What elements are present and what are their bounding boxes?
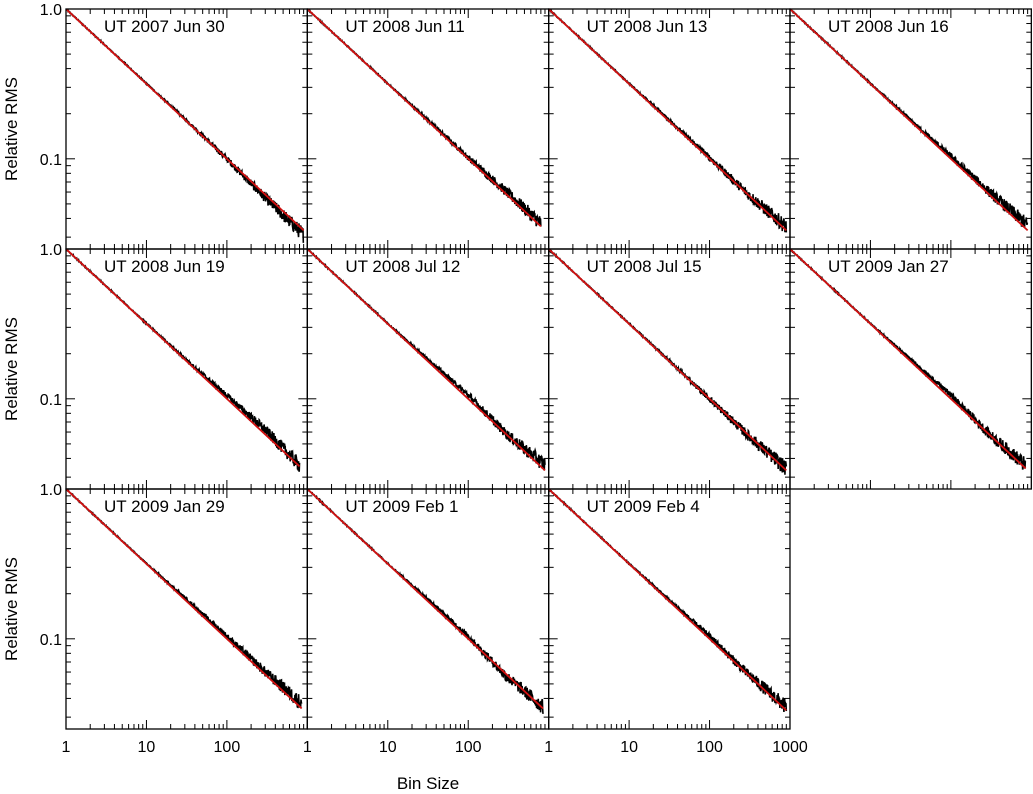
panel-frame xyxy=(548,8,791,250)
panel: UT 2009 Jan 27 xyxy=(789,248,1032,490)
panel: UT 2007 Jun 30 xyxy=(65,8,308,250)
panel-frame xyxy=(789,248,1032,490)
y-tick-label: 0.1 xyxy=(40,152,62,169)
panel: UT 2009 Feb 4 xyxy=(548,488,791,730)
y-axis-title: Relative RMS xyxy=(2,557,21,661)
x-tick-label: 1 xyxy=(544,739,553,756)
expected-white-noise-line xyxy=(66,9,305,232)
panel-grid: UT 2007 Jun 30 0.1 1.0 Relative RMS UT 2008 … xyxy=(2,2,1032,756)
panel-title: UT 2009 Feb 1 xyxy=(345,497,458,516)
panel-title: UT 2008 Jun 11 xyxy=(345,17,464,36)
panel: UT 2009 Feb 1 xyxy=(306,488,550,730)
expected-white-noise-line xyxy=(66,489,303,710)
x-tick-label: 10 xyxy=(620,739,638,756)
panel-title: UT 2008 Jun 19 xyxy=(104,257,225,276)
panel-title: UT 2008 Jun 13 xyxy=(587,17,708,36)
x-axis-title: Bin Size xyxy=(397,774,459,793)
panel-title: UT 2009 Jan 29 xyxy=(104,497,225,516)
panel-frame xyxy=(65,248,308,490)
expected-white-noise-line xyxy=(548,489,787,712)
x-tick-label: 10 xyxy=(379,739,397,756)
panel-frame xyxy=(548,248,791,490)
y-tick-label: 0.1 xyxy=(40,392,62,409)
expected-white-noise-line xyxy=(789,249,1027,470)
panel-frame xyxy=(65,8,308,250)
panel-title: UT 2008 Jul 12 xyxy=(345,257,460,276)
x-tick-label: 1 xyxy=(303,739,312,756)
panel-frame xyxy=(306,8,550,250)
y-tick-label: 1.0 xyxy=(40,242,62,259)
expected-white-noise-line xyxy=(548,249,787,472)
panel-frame xyxy=(548,488,791,730)
panel: UT 2008 Jun 16 xyxy=(789,8,1032,250)
panel-frame xyxy=(306,488,550,730)
y-tick-label: 0.1 xyxy=(40,632,62,649)
y-tick-label: 1.0 xyxy=(40,482,62,499)
panel-title: UT 2008 Jul 15 xyxy=(587,257,702,276)
expected-white-noise-line xyxy=(307,489,544,710)
expected-white-noise-line xyxy=(66,249,301,468)
panel-title: UT 2009 Feb 4 xyxy=(587,497,700,516)
measured-rms-line xyxy=(66,9,305,244)
x-tick-label: 100 xyxy=(455,739,482,756)
panel: UT 2008 Jul 12 xyxy=(306,248,550,490)
panel-frame xyxy=(306,248,550,490)
y-tick-label: 1.0 xyxy=(40,2,62,19)
expected-white-noise-line xyxy=(307,249,546,472)
expected-white-noise-line xyxy=(307,9,542,228)
panel: UT 2009 Jan 29 xyxy=(65,488,308,730)
y-axis-title: Relative RMS xyxy=(2,317,21,421)
x-tick-label: 100 xyxy=(696,739,723,756)
panel: UT 2008 Jun 19 xyxy=(65,248,308,490)
panel-title: UT 2009 Jan 27 xyxy=(828,257,949,276)
expected-white-noise-line xyxy=(548,9,787,232)
x-tick-label: 1000 xyxy=(772,739,808,756)
panel-title: UT 2007 Jun 30 xyxy=(104,17,225,36)
y-axis-title: Relative RMS xyxy=(2,77,21,181)
x-tick-label: 10 xyxy=(138,739,156,756)
panel: UT 2008 Jun 13 xyxy=(548,8,791,250)
panel-frame xyxy=(789,8,1032,250)
panel-frame xyxy=(65,488,308,730)
panel: UT 2008 Jul 15 xyxy=(548,248,791,490)
x-tick-label: 1 xyxy=(62,739,71,756)
x-tick-label: 100 xyxy=(214,739,241,756)
expected-white-noise-line xyxy=(789,9,1029,232)
panel: UT 2008 Jun 11 xyxy=(306,8,550,250)
panel-title: UT 2008 Jun 16 xyxy=(828,17,949,36)
